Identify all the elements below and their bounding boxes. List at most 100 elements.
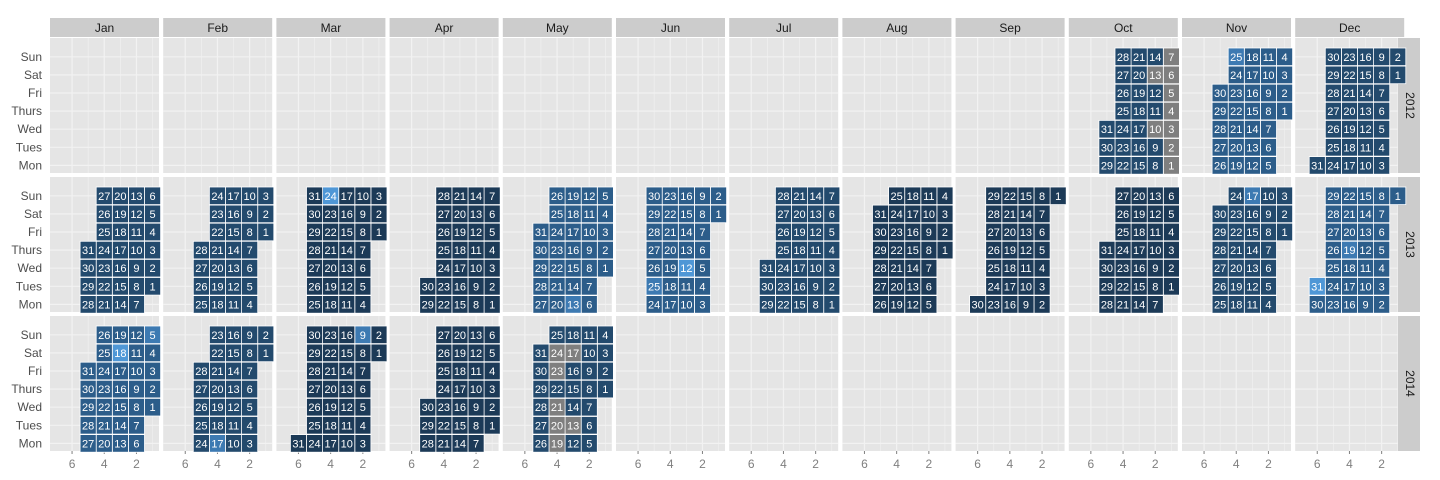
day-cell: 30: [306, 204, 324, 224]
day-cell: 29: [79, 277, 97, 296]
day-number: 1: [149, 402, 155, 414]
day-number: 2: [1281, 209, 1287, 221]
day-cell: 24: [645, 295, 663, 314]
day-cell: 6: [1260, 138, 1277, 157]
day-cell: 16: [225, 204, 243, 224]
panel-2012-Aug: [842, 38, 952, 173]
day-number: 16: [1133, 142, 1145, 154]
day-cell: 30: [79, 258, 97, 278]
day-number: 12: [1149, 88, 1161, 100]
day-number: 6: [586, 420, 592, 432]
day-cell: 12: [1146, 83, 1164, 103]
day-cell: 3: [936, 204, 954, 224]
day-number: 9: [586, 245, 592, 257]
day-cell: 21: [1341, 204, 1358, 224]
day-number: 17: [454, 263, 466, 275]
weekday-label: Mon: [19, 436, 42, 450]
day-number: 1: [602, 263, 608, 275]
day-cell: 7: [580, 277, 598, 296]
day-number: 8: [1379, 70, 1385, 82]
day-number: 29: [82, 402, 94, 414]
day-number: 16: [907, 227, 919, 239]
day-number: 21: [211, 245, 223, 257]
day-cell: 19: [1227, 277, 1245, 296]
day-cell: 25: [548, 204, 566, 224]
day-number: 31: [535, 227, 547, 239]
day-number: 31: [308, 191, 320, 203]
day-tile: [1324, 258, 1342, 278]
day-number: 3: [489, 263, 495, 275]
day-cell: 25: [435, 240, 453, 260]
day-number: 19: [1230, 160, 1242, 172]
day-number: 23: [1117, 142, 1129, 154]
day-cell: 31: [289, 434, 307, 453]
day-cell: 11: [1260, 47, 1277, 67]
day-number: 2: [489, 402, 495, 414]
day-tile: [872, 204, 890, 224]
day-number: 21: [1343, 88, 1355, 100]
day-cell: 21: [95, 295, 113, 314]
day-cell: 26: [1211, 277, 1229, 296]
x-tick-label: 4: [441, 457, 448, 471]
day-cell: 2: [144, 379, 162, 399]
day-cell: 1: [823, 295, 841, 314]
day-number: 17: [1133, 124, 1145, 136]
day-number: 18: [211, 299, 223, 311]
x-tick-label: 4: [327, 457, 334, 471]
day-number: 17: [1343, 160, 1355, 172]
day-cell: 4: [823, 240, 841, 260]
day-number: 28: [777, 191, 789, 203]
day-number: 11: [1150, 227, 1161, 239]
day-cell: 20: [95, 434, 113, 453]
day-number: 17: [341, 191, 353, 203]
day-number: 17: [1004, 281, 1016, 293]
day-number: 5: [247, 402, 253, 414]
day-number: 16: [680, 191, 692, 203]
day-cell: 22: [208, 222, 226, 242]
day-cell: 5: [694, 258, 711, 278]
day-number: 25: [551, 209, 563, 221]
day-number: 26: [874, 299, 886, 311]
day-cell: 5: [1162, 204, 1180, 224]
day-tile: [645, 295, 663, 314]
day-number: 14: [567, 281, 579, 293]
day-cell: 26: [645, 258, 663, 278]
day-number: 6: [1168, 70, 1174, 82]
day-cell: 15: [451, 295, 469, 314]
day-cell: 29: [419, 416, 437, 435]
day-tile: [1324, 204, 1342, 224]
day-cell: 28: [79, 295, 97, 314]
day-number: 25: [551, 330, 563, 342]
day-cell: 23: [1114, 258, 1132, 278]
day-number: 24: [1117, 245, 1129, 257]
day-number: 9: [586, 366, 592, 378]
day-tile: [1211, 120, 1229, 139]
day-cell: 7: [354, 240, 372, 260]
day-tile: [208, 343, 226, 363]
day-number: 19: [551, 438, 563, 450]
day-number: 25: [98, 227, 110, 239]
day-cell: 16: [1130, 258, 1148, 278]
day-tile: [95, 325, 113, 345]
day-cell: 14: [564, 397, 582, 417]
day-cell: 13: [1017, 222, 1035, 242]
day-number: 11: [470, 245, 481, 257]
day-number: 2: [942, 227, 948, 239]
day-cell: 5: [823, 222, 841, 242]
month-strip: [1295, 18, 1405, 37]
day-cell: 17: [1130, 240, 1148, 260]
panel-2014-Aug: [842, 316, 952, 451]
day-number: 21: [98, 420, 110, 432]
day-cell: 3: [1373, 277, 1391, 296]
day-cell: 7: [241, 240, 259, 260]
day-number: 5: [489, 348, 495, 360]
day-number: 22: [891, 245, 903, 257]
day-number: 20: [664, 245, 676, 257]
day-tile: [1211, 295, 1229, 314]
day-number: 6: [360, 263, 366, 275]
day-number: 23: [438, 281, 450, 293]
day-number: 27: [438, 330, 450, 342]
day-tile: [1308, 277, 1326, 296]
day-number: 22: [98, 402, 110, 414]
day-cell: 1: [596, 258, 614, 278]
